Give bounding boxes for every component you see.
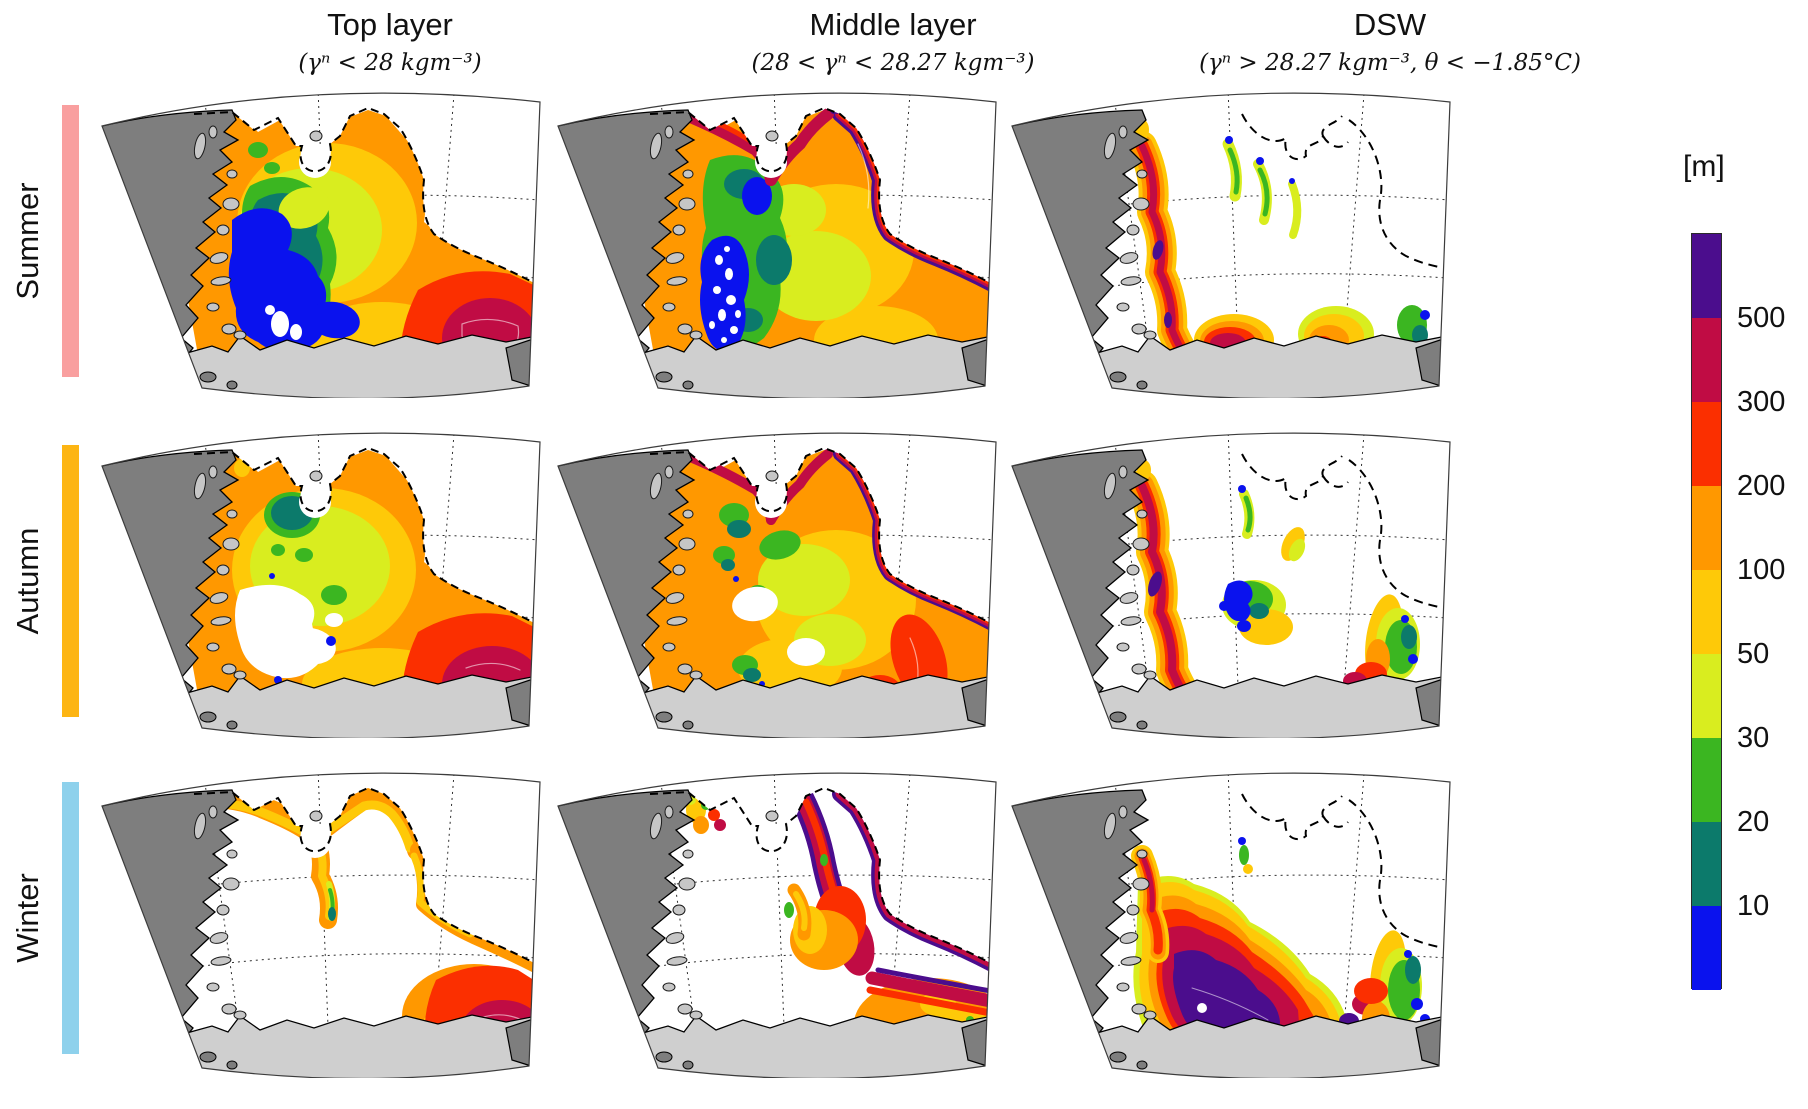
- row-label-autumn: Autumn: [10, 527, 45, 635]
- map-panel-summer-middle: [538, 88, 998, 400]
- map-svg: [101, 92, 541, 400]
- map-svg: [557, 432, 997, 740]
- colorbar-segment: [1692, 654, 1721, 738]
- season-accent-bar-autumn: [62, 445, 79, 717]
- colorbar-segment: [1692, 570, 1721, 654]
- column-title: Middle layer: [809, 7, 977, 42]
- colorbar-segment: [1692, 234, 1721, 318]
- map-svg: [101, 432, 541, 740]
- colorbar-unit-label: [m]: [1683, 150, 1725, 183]
- map-svg: [1011, 92, 1451, 400]
- column-header-middle-layer: Middle layer (28 < γⁿ < 28.27 kgm⁻³): [633, 7, 1153, 77]
- map-panel-summer-dsw: [992, 88, 1452, 400]
- row-label-winter: Winter: [10, 873, 45, 963]
- season-accent-bar-winter: [62, 782, 79, 1054]
- colorbar-tick-label: 50: [1737, 638, 1770, 670]
- colorbar: [1691, 233, 1722, 990]
- map-panel-winter-dsw: [992, 768, 1452, 1080]
- column-title: Top layer: [327, 7, 453, 42]
- colorbar-tick-label: 300: [1737, 386, 1786, 418]
- map-svg: [557, 92, 997, 400]
- season-accent-bar-summer: [62, 105, 79, 377]
- map-svg: [557, 772, 997, 1080]
- map-panel-autumn-top: [82, 428, 542, 740]
- colorbar-tick-label: 200: [1737, 470, 1786, 502]
- row-label-summer: Summer: [10, 182, 45, 300]
- column-header-top-layer: Top layer (γⁿ < 28 kgm⁻³): [130, 7, 650, 77]
- map-panel-autumn-dsw: [992, 428, 1452, 740]
- map-panel-winter-middle: [538, 768, 998, 1080]
- map-panel-winter-top: [82, 768, 542, 1080]
- colorbar-segment: [1692, 402, 1721, 486]
- colorbar-tick-label: 30: [1737, 722, 1770, 754]
- column-header-dsw: DSW (γⁿ > 28.27 kgm⁻³, θ < −1.85°C): [1130, 7, 1650, 77]
- map-panel-summer-top: [82, 88, 542, 400]
- colorbar-tick-label: 500: [1737, 302, 1786, 334]
- colorbar-segment: [1692, 318, 1721, 402]
- map-svg: [1011, 772, 1451, 1080]
- column-subtitle: (γⁿ < 28 kgm⁻³): [298, 50, 482, 77]
- map-svg: [101, 772, 541, 1080]
- column-subtitle: (γⁿ > 28.27 kgm⁻³, θ < −1.85°C): [1199, 50, 1581, 77]
- colorbar-segment: [1692, 906, 1721, 990]
- colorbar-tick-label: 10: [1737, 890, 1770, 922]
- map-svg: [1011, 432, 1451, 740]
- colorbar-segment: [1692, 738, 1721, 822]
- colorbar-tick-label: 20: [1737, 806, 1770, 838]
- colorbar-tick-label: 100: [1737, 554, 1786, 586]
- column-title: DSW: [1353, 7, 1427, 42]
- column-subtitle: (28 < γⁿ < 28.27 kgm⁻³): [751, 50, 1035, 77]
- colorbar-segment: [1692, 486, 1721, 570]
- map-panel-autumn-middle: [538, 428, 998, 740]
- colorbar-segment: [1692, 822, 1721, 906]
